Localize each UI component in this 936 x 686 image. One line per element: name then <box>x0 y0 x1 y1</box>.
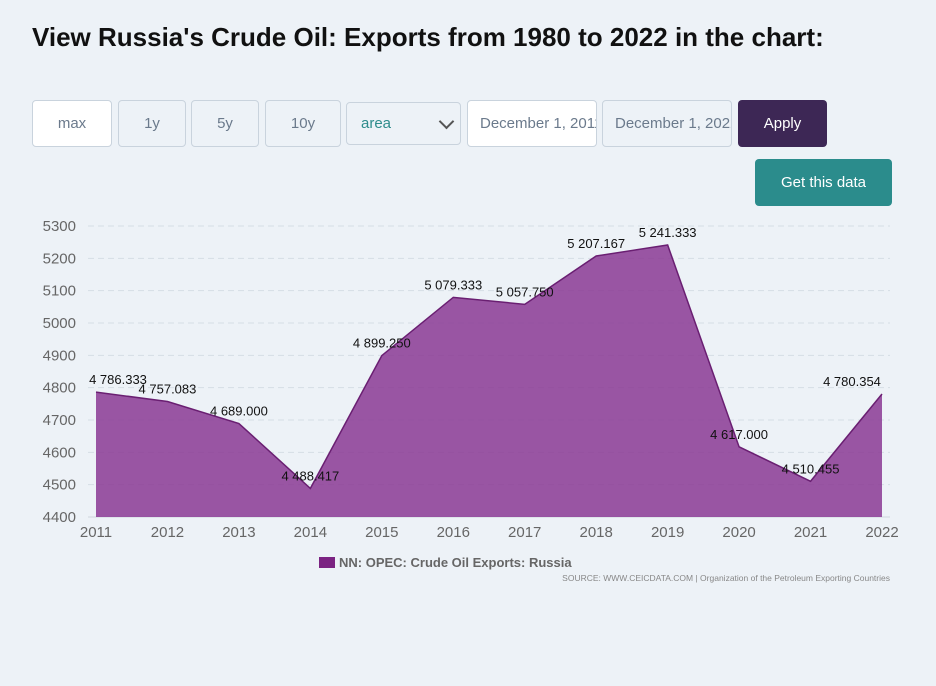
data-label: 4 510.455 <box>782 461 840 476</box>
area-fill <box>96 244 882 517</box>
series-line <box>95 244 883 490</box>
range-10y-button[interactable]: 10y <box>265 100 341 147</box>
y-tick-label: 4900 <box>43 347 76 364</box>
x-tick-label: 2015 <box>365 524 398 541</box>
y-tick-label: 5200 <box>43 250 76 267</box>
data-label: 5 241.333 <box>639 225 697 240</box>
data-label: 4 786.333 <box>89 372 147 387</box>
x-tick-label: 2019 <box>651 524 684 541</box>
data-label: 4 689.000 <box>210 404 268 419</box>
page-title: View Russia's Crude Oil: Exports from 19… <box>32 22 824 52</box>
range-5y-button[interactable]: 5y <box>191 100 259 147</box>
chart-legend[interactable]: NN: OPEC: Crude Oil Exports: Russia <box>319 555 572 570</box>
x-tick-label: 2011 <box>80 524 112 541</box>
data-label: 4 757.083 <box>139 382 197 397</box>
x-tick-label: 2018 <box>579 524 612 541</box>
y-tick-label: 4800 <box>43 380 76 397</box>
y-tick-label: 4500 <box>43 477 76 494</box>
data-label: 5 057.750 <box>496 284 554 299</box>
range-max-button[interactable]: max <box>32 100 112 147</box>
x-tick-label: 2020 <box>722 524 755 541</box>
y-tick-label: 4700 <box>43 412 76 429</box>
apply-button[interactable]: Apply <box>738 100 827 147</box>
data-label: 4 617.000 <box>710 427 768 442</box>
data-label: 5 207.167 <box>567 236 625 251</box>
date-from-input[interactable]: December 1, 2011 <box>467 100 597 147</box>
chart-type-value: area <box>361 115 392 132</box>
data-label: 4 780.354 <box>823 374 881 389</box>
data-label: 4 899.250 <box>353 336 411 351</box>
legend-label: NN: OPEC: Crude Oil Exports: Russia <box>339 555 572 570</box>
x-tick-label: 2013 <box>222 524 255 541</box>
data-label: 5 079.333 <box>424 277 482 292</box>
chart-type-select[interactable]: area <box>346 102 461 145</box>
y-tick-label: 4600 <box>43 444 76 461</box>
get-data-button[interactable]: Get this data <box>755 159 892 206</box>
y-tick-label: 5300 <box>43 218 76 235</box>
y-tick-label: 4400 <box>43 509 76 526</box>
data-label: 4 488.417 <box>281 468 339 483</box>
x-tick-label: 2016 <box>437 524 470 541</box>
y-tick-label: 5000 <box>43 315 76 332</box>
area-chart: 4400 4500 4600 4700 4800 4900 5000 5100 5200 5300… <box>43 218 899 541</box>
chevron-down-icon <box>438 113 455 129</box>
date-to-input[interactable]: December 1, 2022 <box>602 100 732 147</box>
source-note: SOURCE: WWW.CEICDATA.COM | Organization … <box>562 573 890 583</box>
legend-swatch <box>319 557 335 568</box>
x-tick-label: 2014 <box>294 524 327 541</box>
x-tick-label: 2022 <box>865 524 898 541</box>
x-tick-label: 2012 <box>151 524 184 541</box>
x-tick-label: 2021 <box>794 524 827 541</box>
x-tick-label: 2017 <box>508 524 541 541</box>
range-1y-button[interactable]: 1y <box>118 100 186 147</box>
y-tick-label: 5100 <box>43 283 76 300</box>
